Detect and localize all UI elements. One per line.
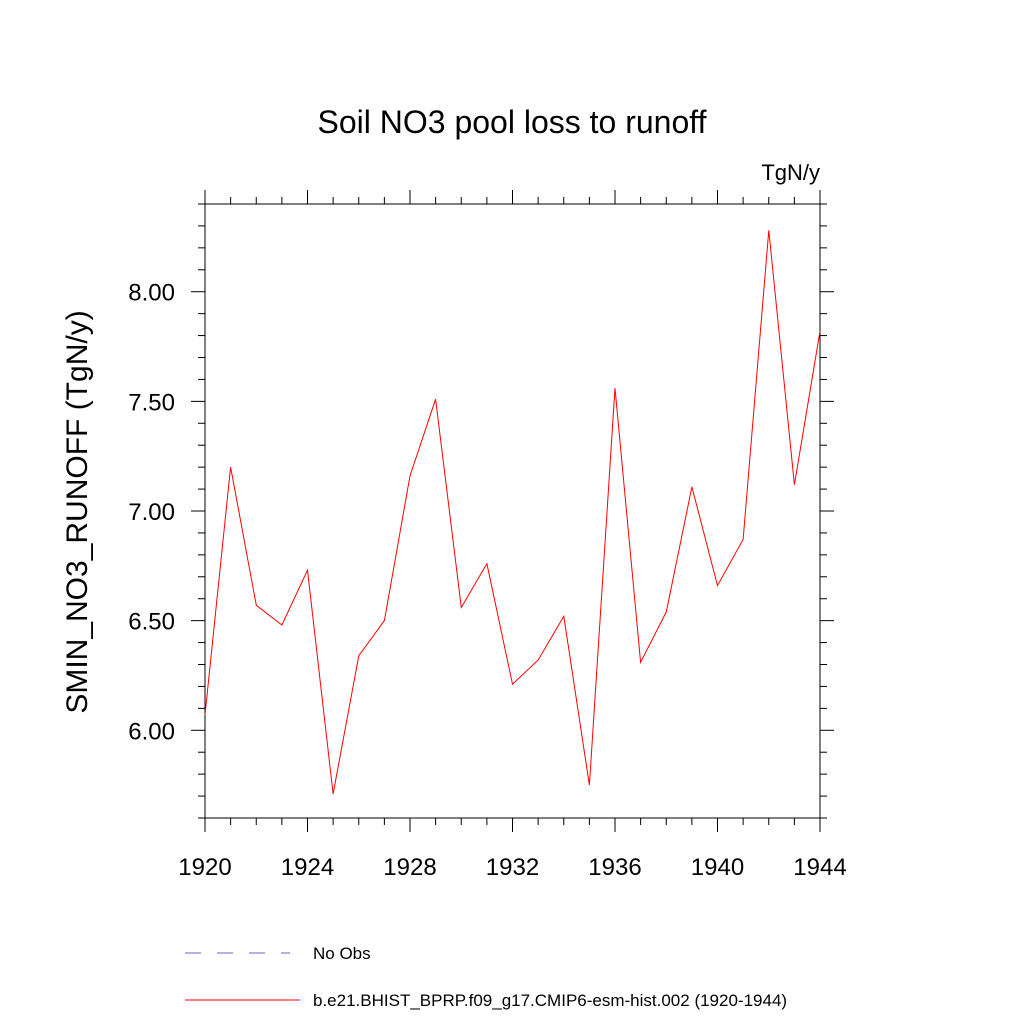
y-tick-label: 6.00: [128, 718, 175, 745]
y-tick-label: 7.00: [128, 499, 175, 526]
series-line: [204, 230, 821, 794]
x-tick-labels: 1920 1924 1928 1932 1936 1940 1944: [178, 854, 846, 881]
y-axis-label: SMIN_NO3_RUNOFF (TgN/y): [61, 310, 94, 713]
x-tick-label: 1932: [486, 854, 539, 881]
y-tick-labels: 6.00 6.50 7.00 7.50 8.00: [128, 280, 175, 746]
x-tick-label: 1928: [383, 854, 436, 881]
x-tick-label: 1940: [691, 854, 744, 881]
x-tick-label: 1924: [281, 854, 334, 881]
x-tick-label: 1920: [178, 854, 231, 881]
legend-label-model: b.e21.BHIST_BPRP.f09_g17.CMIP6-esm-hist.…: [313, 991, 787, 1010]
x-tick-label: 1944: [793, 854, 846, 881]
y-tick-label: 7.50: [128, 389, 175, 416]
plot-frame: [204, 203, 821, 819]
legend-label-no-obs: No Obs: [313, 944, 371, 963]
tick-marks: [191, 190, 834, 832]
chart-title: Soil NO3 pool loss to runoff: [318, 104, 707, 140]
y-tick-label: 8.00: [128, 280, 175, 307]
units-label: TgN/y: [761, 160, 820, 185]
legend: No Obs b.e21.BHIST_BPRP.f09_g17.CMIP6-es…: [185, 944, 787, 1010]
x-tick-label: 1936: [588, 854, 641, 881]
series-group: [204, 230, 821, 794]
y-tick-label: 6.50: [128, 609, 175, 636]
